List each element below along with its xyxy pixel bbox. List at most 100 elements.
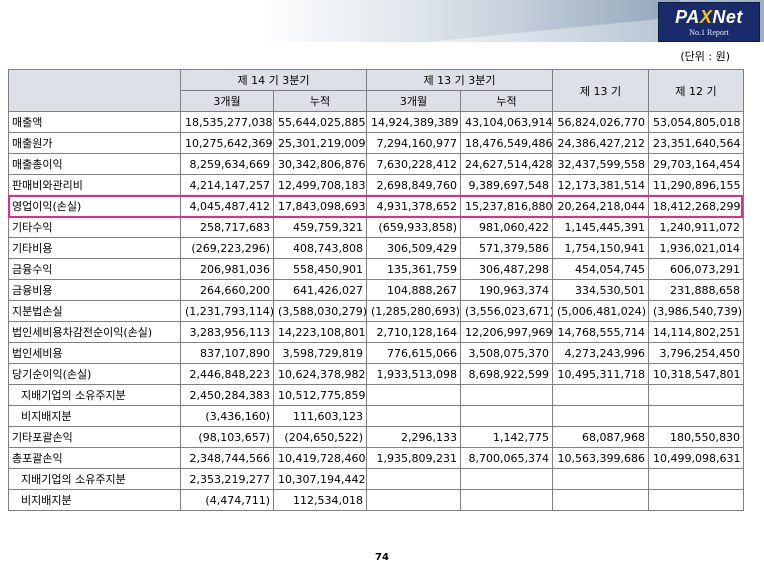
header-3months-14: 3개월 [180,90,274,112]
value-cell: 4,045,487,412 [180,195,274,217]
value-cell: 14,924,389,389 [366,111,461,133]
value-cell: 190,963,374 [460,279,553,301]
value-cell: 23,351,640,564 [648,132,744,154]
table-row: 총포괄손익 2,348,744,566 10,419,728,460 1,935,80… [8,447,744,469]
value-cell: 558,450,901 [273,258,367,280]
value-cell [366,405,461,427]
value-cell: 1,145,445,391 [552,216,649,238]
value-cell: 10,495,311,718 [552,363,649,385]
value-cell: (3,436,160) [180,405,274,427]
value-cell: 1,935,809,231 [366,447,461,469]
value-cell: 53,054,805,018 [648,111,744,133]
table-row: 영업이익(손실) 4,045,487,412 17,843,098,693 4,931… [8,195,744,217]
row-label: 판매비와관리비 [8,174,181,196]
table-row: 비지배지분 (4,474,711) 112,534,018 [8,489,744,511]
value-cell: (3,986,540,739) [648,300,744,322]
table-row: 지분법손실 (1,231,793,114) (3,588,030,279) (1,28… [8,300,744,322]
table-row: 비지배지분 (3,436,160) 111,603,123 [8,405,744,427]
value-cell: 111,603,123 [273,405,367,427]
row-label: 기타수익 [8,216,181,238]
value-cell: 7,294,160,977 [366,132,461,154]
value-cell: 258,717,683 [180,216,274,238]
value-cell: (204,650,522) [273,426,367,448]
value-cell: 20,264,218,044 [552,195,649,217]
value-cell: (98,103,657) [180,426,274,448]
value-cell: 2,698,849,760 [366,174,461,196]
row-label: 영업이익(손실) [8,195,181,217]
value-cell: 104,888,267 [366,279,461,301]
value-cell [552,489,649,511]
header-3months-13: 3개월 [366,90,461,112]
row-label: 금융수익 [8,258,181,280]
value-cell: (1,231,793,114) [180,300,274,322]
corner-cell [8,69,181,112]
value-cell [648,384,744,406]
value-cell: 14,768,555,714 [552,321,649,343]
value-cell: 306,487,298 [460,258,553,280]
logo-brand-text: PAXNet [675,7,743,27]
row-label: 지배기업의 소유주지분 [8,384,181,406]
value-cell: 14,114,802,251 [648,321,744,343]
value-cell: (3,588,030,279) [273,300,367,322]
value-cell: 231,888,658 [648,279,744,301]
value-cell: 180,550,830 [648,426,744,448]
header-cumulative-13: 누적 [460,90,553,112]
table-row: 금융수익 206,981,036 558,450,901 135,361,759 306… [8,258,744,280]
header-period-13q3: 제 13 기 3분기 [366,69,553,91]
value-cell [552,468,649,490]
table-row: 법인세비용 837,107,890 3,598,729,819 776,615,066… [8,342,744,364]
value-cell: 10,563,399,686 [552,447,649,469]
table-row: 기타포괄손익 (98,103,657) (204,650,522) 2,296,133… [8,426,744,448]
value-cell: 2,296,133 [366,426,461,448]
table-row: 지배기업의 소유주지분 2,450,284,383 10,512,775,859 [8,384,744,406]
value-cell: 15,237,816,880 [460,195,553,217]
value-cell: 2,710,128,164 [366,321,461,343]
value-cell: 68,087,968 [552,426,649,448]
header-period-12: 제 12 기 [648,69,744,112]
table-row: 기타수익 258,717,683 459,759,321 (659,933,858) 9… [8,216,744,238]
value-cell: 206,981,036 [180,258,274,280]
row-label: 기타포괄손익 [8,426,181,448]
value-cell: 56,824,026,770 [552,111,649,133]
table-row: 판매비와관리비 4,214,147,257 12,499,708,183 2,698,… [8,174,744,196]
table-row: 법인세비용차감전순이익(손실) 3,283,956,113 14,223,108,8… [8,321,744,343]
value-cell: 32,437,599,558 [552,153,649,175]
row-label: 지분법손실 [8,300,181,322]
value-cell: 3,598,729,819 [273,342,367,364]
row-label: 비지배지분 [8,405,181,427]
value-cell: 981,060,422 [460,216,553,238]
value-cell: 2,353,219,277 [180,468,274,490]
value-cell: 14,223,108,801 [273,321,367,343]
value-cell: 10,275,642,369 [180,132,274,154]
value-cell: 55,644,025,885 [273,111,367,133]
value-cell: 1,240,911,072 [648,216,744,238]
value-cell: 1,754,150,941 [552,237,649,259]
value-cell: 12,173,381,514 [552,174,649,196]
value-cell: 454,054,745 [552,258,649,280]
value-cell [366,489,461,511]
table-row: 금융비용 264,660,200 641,426,027 104,888,267 190… [8,279,744,301]
value-cell: 10,307,194,442 [273,468,367,490]
value-cell: 24,386,427,212 [552,132,649,154]
value-cell: 3,508,075,370 [460,342,553,364]
header-period-14q3: 제 14 기 3분기 [180,69,367,91]
value-cell [460,468,553,490]
value-cell: 1,936,021,014 [648,237,744,259]
value-cell: 112,534,018 [273,489,367,511]
value-cell: 641,426,027 [273,279,367,301]
header-period-13: 제 13 기 [552,69,649,112]
value-cell: 306,509,429 [366,237,461,259]
value-cell [648,405,744,427]
value-cell: 18,412,268,299 [648,195,744,217]
value-cell [366,468,461,490]
value-cell: 135,361,759 [366,258,461,280]
value-cell: 29,703,164,454 [648,153,744,175]
row-label: 기타비용 [8,237,181,259]
value-cell: (269,223,296) [180,237,274,259]
value-cell: 2,446,848,223 [180,363,274,385]
value-cell: 3,796,254,450 [648,342,744,364]
value-cell: 8,698,922,599 [460,363,553,385]
value-cell [552,405,649,427]
row-label: 총포괄손익 [8,447,181,469]
value-cell: (5,006,481,024) [552,300,649,322]
